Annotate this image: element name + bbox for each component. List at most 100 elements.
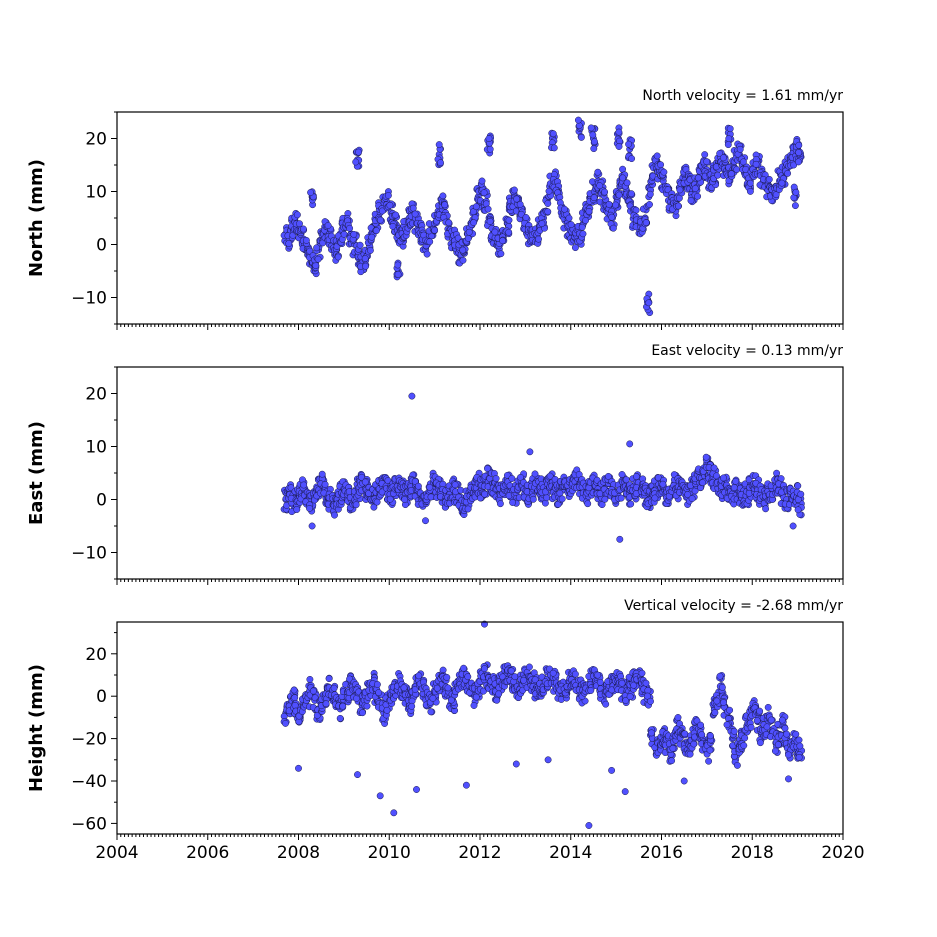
data-point <box>558 495 566 503</box>
data-point <box>674 714 682 721</box>
data-point <box>619 174 627 182</box>
data-point <box>544 200 552 207</box>
data-point <box>732 477 740 485</box>
outlier-point <box>608 766 616 774</box>
data-point <box>642 219 650 227</box>
outlier-point <box>544 756 552 764</box>
data-point <box>745 476 753 484</box>
data-point <box>778 179 786 187</box>
data-point <box>376 216 384 224</box>
data-point <box>465 228 473 236</box>
north-xticks <box>116 324 844 330</box>
height-points <box>280 620 806 829</box>
data-point <box>451 481 459 489</box>
data-point <box>747 723 755 731</box>
data-point <box>361 478 369 486</box>
data-point <box>727 170 735 178</box>
data-point <box>795 158 802 166</box>
data-point <box>590 145 598 153</box>
data-point <box>486 217 494 225</box>
data-point <box>647 697 654 705</box>
data-point <box>464 505 472 513</box>
data-point <box>362 262 370 270</box>
data-point <box>590 194 598 202</box>
data-point <box>312 262 320 269</box>
data-point <box>574 116 582 124</box>
data-point <box>411 478 419 485</box>
data-point <box>653 152 661 160</box>
data-point <box>495 690 503 698</box>
outlier-point <box>616 535 624 543</box>
data-point <box>411 210 419 218</box>
data-point <box>291 694 299 702</box>
data-point <box>796 742 804 750</box>
outlier-point <box>295 764 302 772</box>
data-point <box>493 696 501 704</box>
outlier-point <box>408 392 416 400</box>
data-point <box>478 177 486 185</box>
y-tick-label: 20 <box>85 130 107 150</box>
data-point <box>602 700 610 708</box>
data-point <box>331 511 338 519</box>
data-point <box>505 228 513 236</box>
data-point <box>491 228 499 236</box>
data-point <box>791 202 799 210</box>
outlier-point <box>390 809 398 817</box>
data-point <box>423 250 431 258</box>
data-point <box>617 494 625 502</box>
data-point <box>361 255 369 263</box>
data-point <box>730 727 738 735</box>
data-point <box>718 683 726 691</box>
data-point <box>543 494 551 502</box>
data-point <box>694 174 702 182</box>
data-point <box>601 495 609 503</box>
data-point <box>386 201 394 209</box>
data-point <box>481 490 489 498</box>
outlier-point <box>680 777 688 785</box>
data-point <box>291 701 299 709</box>
data-point <box>615 143 623 150</box>
east-ylabel: East (mm) <box>26 421 47 525</box>
data-point <box>694 192 702 200</box>
data-point <box>325 675 333 683</box>
data-point <box>701 151 709 159</box>
east-points <box>280 392 805 543</box>
data-point <box>733 761 741 769</box>
outlier-point <box>512 760 520 768</box>
data-point <box>781 724 789 732</box>
data-point <box>401 496 409 504</box>
data-point <box>601 188 609 196</box>
data-point <box>790 161 798 169</box>
data-point <box>714 171 722 179</box>
data-point <box>762 505 770 513</box>
outlier-point <box>413 786 420 793</box>
data-point <box>706 732 714 740</box>
data-point <box>324 222 332 229</box>
data-point <box>589 131 597 139</box>
data-point <box>472 203 480 211</box>
outlier-point <box>645 299 653 307</box>
data-point <box>713 697 721 705</box>
data-point <box>628 155 636 163</box>
data-point <box>300 481 308 489</box>
data-point <box>409 204 417 212</box>
data-point <box>594 168 602 176</box>
north-title: North velocity = 1.61 mm/yr <box>642 88 843 104</box>
data-point <box>392 211 400 219</box>
data-point <box>615 191 623 199</box>
data-point <box>459 256 467 264</box>
height-xticks: 2004 2006 2008 2010 2012 2014 2016 2018 2020 <box>95 834 865 863</box>
y-tick-label: 10 <box>85 438 107 458</box>
y-tick-label: 20 <box>85 385 107 405</box>
outlier-point <box>354 771 361 779</box>
data-point <box>792 730 800 738</box>
data-point <box>435 141 443 149</box>
data-point <box>676 186 684 194</box>
data-point <box>383 706 391 714</box>
data-point <box>773 469 781 477</box>
outlier-point <box>621 788 629 796</box>
outlier-point <box>308 522 316 530</box>
data-point <box>642 679 650 687</box>
data-point <box>546 472 554 480</box>
data-point <box>427 708 435 716</box>
